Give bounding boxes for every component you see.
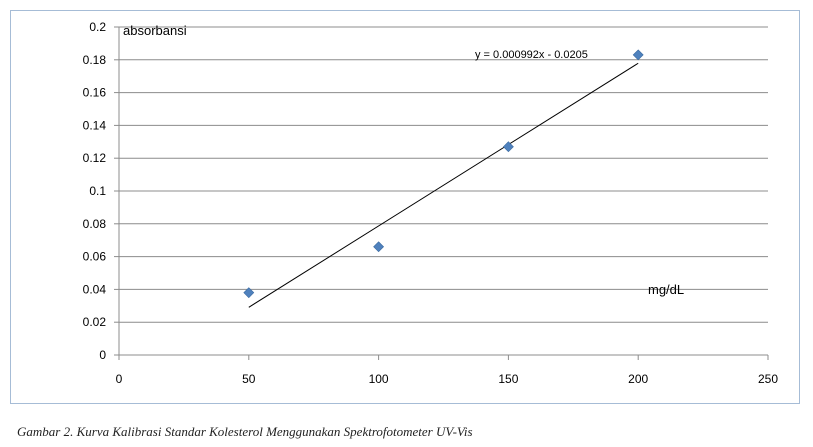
y-tick-label: 0.12: [83, 151, 107, 165]
data-points: [243, 49, 644, 299]
data-point: [502, 141, 514, 153]
chart-frame: [10, 10, 800, 404]
x-tick-label: 250: [758, 372, 778, 386]
data-point: [632, 49, 644, 61]
trendline-layer: [248, 62, 639, 308]
y-tick-label: 0: [99, 348, 106, 362]
grid-layer: [119, 26, 768, 323]
y-tick-label: 0.1: [89, 184, 106, 198]
y-tick-label: 0.16: [83, 86, 107, 100]
y-tick-label: 0.04: [83, 282, 107, 296]
y-tick-label: 0.14: [83, 118, 107, 132]
x-tick-label: 100: [369, 372, 389, 386]
trendline-equation: y = 0.000992x - 0.0205: [475, 49, 588, 61]
x-tick-label: 0: [116, 372, 123, 386]
y-tick-label: 0.2: [89, 20, 106, 34]
x-tick-label: 150: [498, 372, 518, 386]
axis-layer: [114, 26, 769, 360]
y-tick-label: 0.08: [83, 217, 107, 231]
x-tick-label: 200: [628, 372, 648, 386]
x-axis-title: mg/dL: [648, 282, 684, 297]
data-point: [243, 287, 255, 299]
y-tick-label: 0.06: [83, 250, 107, 264]
tick-labels: 0 0.02 0.04 0.06 0.08 0.1 0.12 0.14 0.16 0.18 0.2 0…: [83, 20, 779, 386]
calibration-chart: 0 0.02 0.04 0.06 0.08 0.1 0.12 0.14 0.16 0.18 0.2 0…: [83, 20, 779, 386]
y-tick-label: 0.18: [83, 53, 107, 67]
y-axis-title: absorbansi: [123, 23, 187, 38]
figure-caption: Gambar 2. Kurva Kalibrasi Standar Kolest…: [17, 424, 473, 439]
trendline: [248, 62, 639, 308]
data-point: [373, 241, 385, 253]
y-tick-label: 0.02: [83, 315, 107, 329]
x-tick-label: 50: [242, 372, 256, 386]
